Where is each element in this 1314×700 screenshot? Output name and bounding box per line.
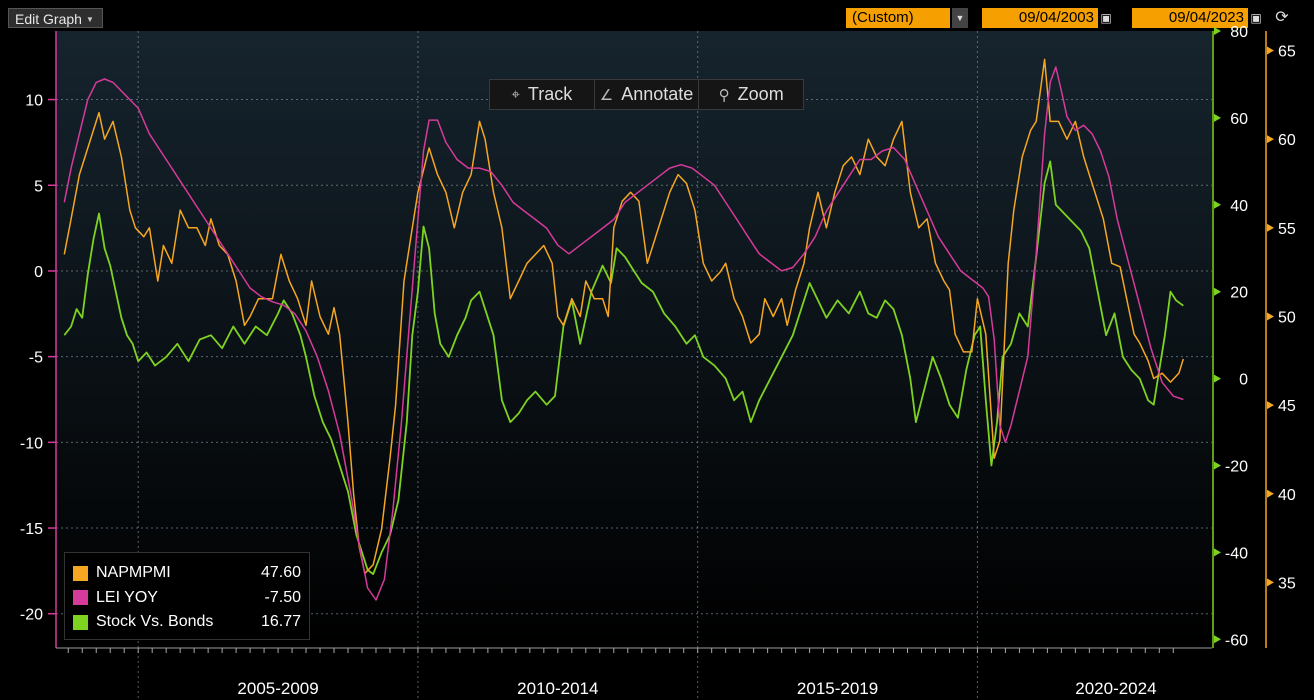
left-axis-tick-label: -15 xyxy=(20,521,43,538)
legend-value: 47.60 xyxy=(260,564,301,582)
right-outer-axis-tick-label: 60 xyxy=(1278,132,1296,149)
calendar-icon[interactable]: ▣ xyxy=(1250,11,1262,25)
track-button[interactable]: ⌖ Track xyxy=(490,80,595,109)
zoom-label: Zoom xyxy=(737,84,784,104)
edit-graph-label: Edit Graph xyxy=(15,11,82,27)
period-select[interactable]: (Custom) xyxy=(846,8,950,28)
series-line-napmpmi xyxy=(63,58,1185,575)
magnifier-icon: ⚲ xyxy=(718,86,730,104)
legend-value: 16.77 xyxy=(260,613,301,631)
right-outer-axis-tick-label: 35 xyxy=(1278,575,1296,592)
end-date-field[interactable]: 09/04/2023 xyxy=(1132,8,1248,28)
right-inner-axis-tick-label: 0 xyxy=(1239,372,1248,389)
legend-swatch xyxy=(73,590,88,606)
left-axis-tick-label: -20 xyxy=(20,607,43,624)
annotate-button[interactable]: ∠ Annotate xyxy=(595,80,700,109)
right-inner-axis-tick-label: 20 xyxy=(1230,285,1248,302)
right-inner-axis-tick-label: 60 xyxy=(1230,111,1248,128)
right-inner-axis-tick-label: 80 xyxy=(1230,24,1248,41)
plot-background xyxy=(56,31,1212,648)
legend-name: Stock Vs. Bonds xyxy=(96,613,214,631)
right-inner-axis-tick-label: -60 xyxy=(1225,632,1248,649)
right-inner-axis-tick xyxy=(1214,200,1221,209)
right-outer-axis-tick xyxy=(1267,46,1274,55)
right-inner-axis-tick xyxy=(1214,461,1221,470)
legend-swatch xyxy=(73,614,88,630)
right-outer-axis-tick xyxy=(1267,223,1274,232)
right-inner-axis-tick xyxy=(1214,287,1221,296)
right-outer-axis-tick xyxy=(1267,401,1274,410)
legend-swatch xyxy=(73,565,88,581)
right-outer-axis-tick-label: 50 xyxy=(1278,309,1296,326)
edit-graph-button[interactable]: Edit Graph ▼ xyxy=(8,8,103,28)
left-axis-tick-label: 10 xyxy=(25,93,43,110)
chevron-down-icon[interactable]: ▼ xyxy=(952,8,968,28)
refresh-icon[interactable]: ⟳ xyxy=(1275,9,1289,26)
right-outer-axis-tick xyxy=(1267,312,1274,321)
right-outer-axis-tick xyxy=(1267,578,1274,587)
caret-down-icon: ▼ xyxy=(85,15,94,24)
right-inner-axis-tick xyxy=(1214,374,1221,383)
crosshair-icon: ⌖ xyxy=(511,86,520,103)
right-inner-axis-tick-label: -40 xyxy=(1225,545,1248,562)
chart-legend: NAPMPMI 47.60 LEI YOY -7.50 Stock Vs. Bo… xyxy=(64,552,310,640)
zoom-button[interactable]: ⚲ Zoom xyxy=(699,80,803,109)
right-inner-axis-tick xyxy=(1214,635,1221,644)
right-outer-axis-tick xyxy=(1267,489,1274,498)
calendar-icon[interactable]: ▣ xyxy=(1100,11,1112,25)
annotate-label: Annotate xyxy=(621,84,694,104)
right-outer-axis-tick-label: 40 xyxy=(1278,487,1296,504)
legend-value: -7.50 xyxy=(264,588,301,606)
top-toolbar: Edit Graph ▼ (Custom) ▼ 09/04/2003 ▣ 09/0… xyxy=(0,0,1314,32)
right-outer-axis-tick-label: 65 xyxy=(1278,44,1296,61)
legend-item-stock-vs-bonds[interactable]: Stock Vs. Bonds 16.77 xyxy=(73,610,301,635)
right-outer-axis-tick xyxy=(1267,135,1274,144)
left-axis-tick-label: -5 xyxy=(29,350,43,367)
start-date-field[interactable]: 09/04/2003 xyxy=(982,8,1098,28)
right-inner-axis-tick xyxy=(1214,113,1221,122)
right-outer-axis-tick-label: 55 xyxy=(1278,221,1296,238)
left-axis-tick-label: 0 xyxy=(34,264,43,281)
x-axis-tick-label: 2020-2024 xyxy=(1075,679,1156,698)
x-axis-tick-label: 2010-2014 xyxy=(517,679,598,698)
right-inner-axis-tick-label: 40 xyxy=(1230,198,1248,215)
legend-name: NAPMPMI xyxy=(96,564,171,582)
x-axis-tick-label: 2005-2009 xyxy=(237,679,318,698)
right-inner-axis-tick-label: -20 xyxy=(1225,459,1248,476)
x-axis-tick-label: 2015-2019 xyxy=(797,679,878,698)
chart-tools: ⌖ Track ∠ Annotate ⚲ Zoom xyxy=(489,79,804,110)
series-line-lei-yoy xyxy=(63,66,1184,601)
pencil-icon: ∠ xyxy=(599,86,614,104)
right-inner-axis-tick xyxy=(1214,548,1221,557)
legend-name: LEI YOY xyxy=(96,588,158,606)
left-axis-tick-label: 5 xyxy=(34,178,43,195)
right-outer-axis-tick-label: 45 xyxy=(1278,398,1296,415)
legend-item-napmpmi[interactable]: NAPMPMI 47.60 xyxy=(73,561,301,586)
right-inner-axis-tick xyxy=(1214,27,1221,35)
track-label: Track xyxy=(527,84,573,104)
left-axis-tick-label: -10 xyxy=(20,435,43,452)
legend-item-lei-yoy[interactable]: LEI YOY -7.50 xyxy=(73,586,301,611)
